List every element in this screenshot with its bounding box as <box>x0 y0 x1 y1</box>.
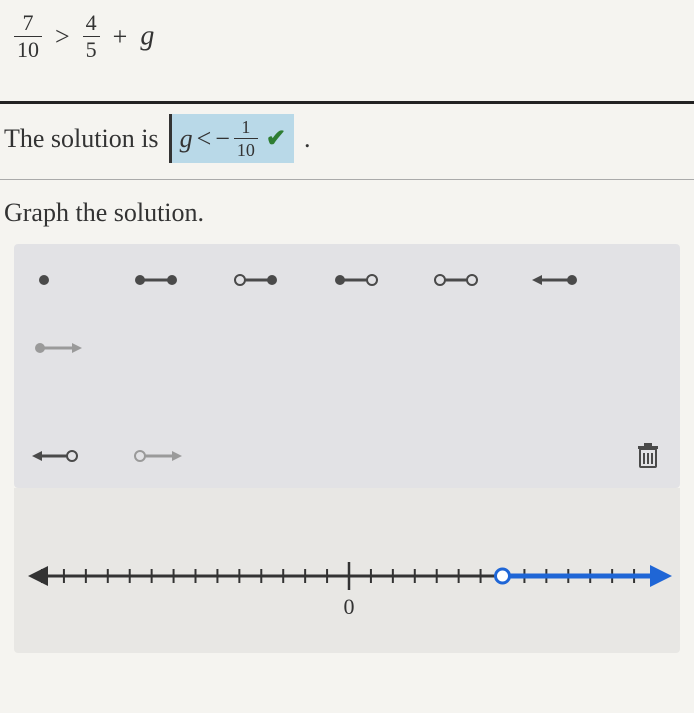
number-line[interactable]: 0 <box>24 538 674 628</box>
variable-g: g <box>140 21 154 52</box>
solution-row: The solution is g < − 1 10 ✔ . <box>0 104 694 180</box>
tool-point-closed[interactable] <box>32 266 88 294</box>
tool-ray-left-open[interactable] <box>32 442 88 470</box>
period: . <box>304 124 311 154</box>
answer-fraction: 1 10 <box>234 118 258 159</box>
tool-panel <box>14 244 680 488</box>
tool-segment-open-open[interactable] <box>432 266 488 294</box>
answer-comparison: < <box>197 124 212 154</box>
comparison-op: > <box>55 22 70 51</box>
tool-segment-open-closed[interactable] <box>232 266 288 294</box>
plus-op: + <box>113 22 128 51</box>
trash-icon[interactable] <box>634 442 662 470</box>
graph-label: Graph the solution. <box>0 180 694 238</box>
tool-ray-right-open-gray[interactable] <box>132 442 188 470</box>
fraction-left: 7 10 <box>14 12 42 61</box>
answer-sign: − <box>215 124 230 154</box>
check-icon: ✔ <box>266 124 286 153</box>
tool-segment-closed-closed[interactable] <box>132 266 188 294</box>
answer-box[interactable]: g < − 1 10 ✔ <box>169 114 294 163</box>
problem-statement: 7 10 > 4 5 + g <box>0 0 694 101</box>
fraction-right: 4 5 <box>83 12 100 61</box>
svg-text:0: 0 <box>344 594 355 619</box>
solution-label: The solution is <box>4 124 159 154</box>
tool-ray-left-closed[interactable] <box>532 266 588 294</box>
tool-ray-right-closed-gray[interactable] <box>32 334 88 362</box>
answer-variable: g <box>180 124 193 154</box>
tool-segment-closed-open[interactable] <box>332 266 388 294</box>
number-line-panel: 0 <box>14 488 680 653</box>
